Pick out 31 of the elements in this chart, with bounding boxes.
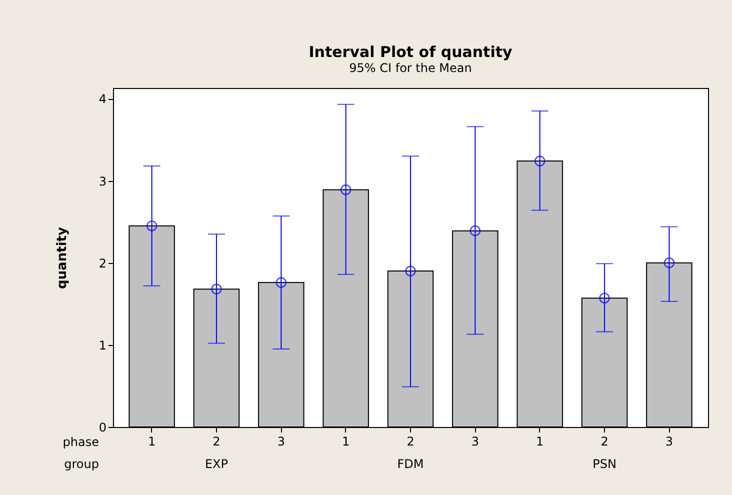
y-tick-label: 1: [98, 338, 106, 352]
y-tick-label: 3: [98, 174, 106, 188]
text: FDM: [397, 457, 424, 471]
x-tick-label: 3: [471, 434, 479, 448]
text: group: [64, 457, 99, 471]
x-tick-label: 2: [600, 434, 608, 448]
text: PSN: [592, 457, 616, 471]
x-tick-label: 1: [148, 434, 156, 448]
x-tick-label: 3: [277, 434, 285, 448]
y-tick-label: 2: [98, 256, 106, 270]
y-tick-label: 0: [98, 420, 106, 434]
y-axis-title: quantity: [54, 226, 70, 289]
point: [599, 292, 610, 304]
chart-subtitle: 95% CI for the Mean: [349, 61, 472, 75]
point: [470, 225, 481, 236]
y-tick-label: 4: [98, 92, 106, 106]
text: phase: [62, 435, 99, 449]
x-tick-label: 1: [342, 434, 350, 448]
point: [276, 277, 287, 288]
x-tick-label: 1: [536, 434, 544, 448]
x-tick-label: 2: [212, 434, 220, 448]
point: [405, 266, 416, 276]
point: [340, 184, 352, 196]
point: [534, 156, 546, 166]
point: [146, 220, 158, 232]
x-tick-label: 2: [406, 434, 414, 448]
point: [211, 284, 222, 294]
chart-title: Interval Plot of quantity: [308, 43, 513, 61]
point: [664, 257, 675, 268]
x-tick-label: 3: [665, 434, 674, 448]
text: EXP: [204, 457, 228, 471]
